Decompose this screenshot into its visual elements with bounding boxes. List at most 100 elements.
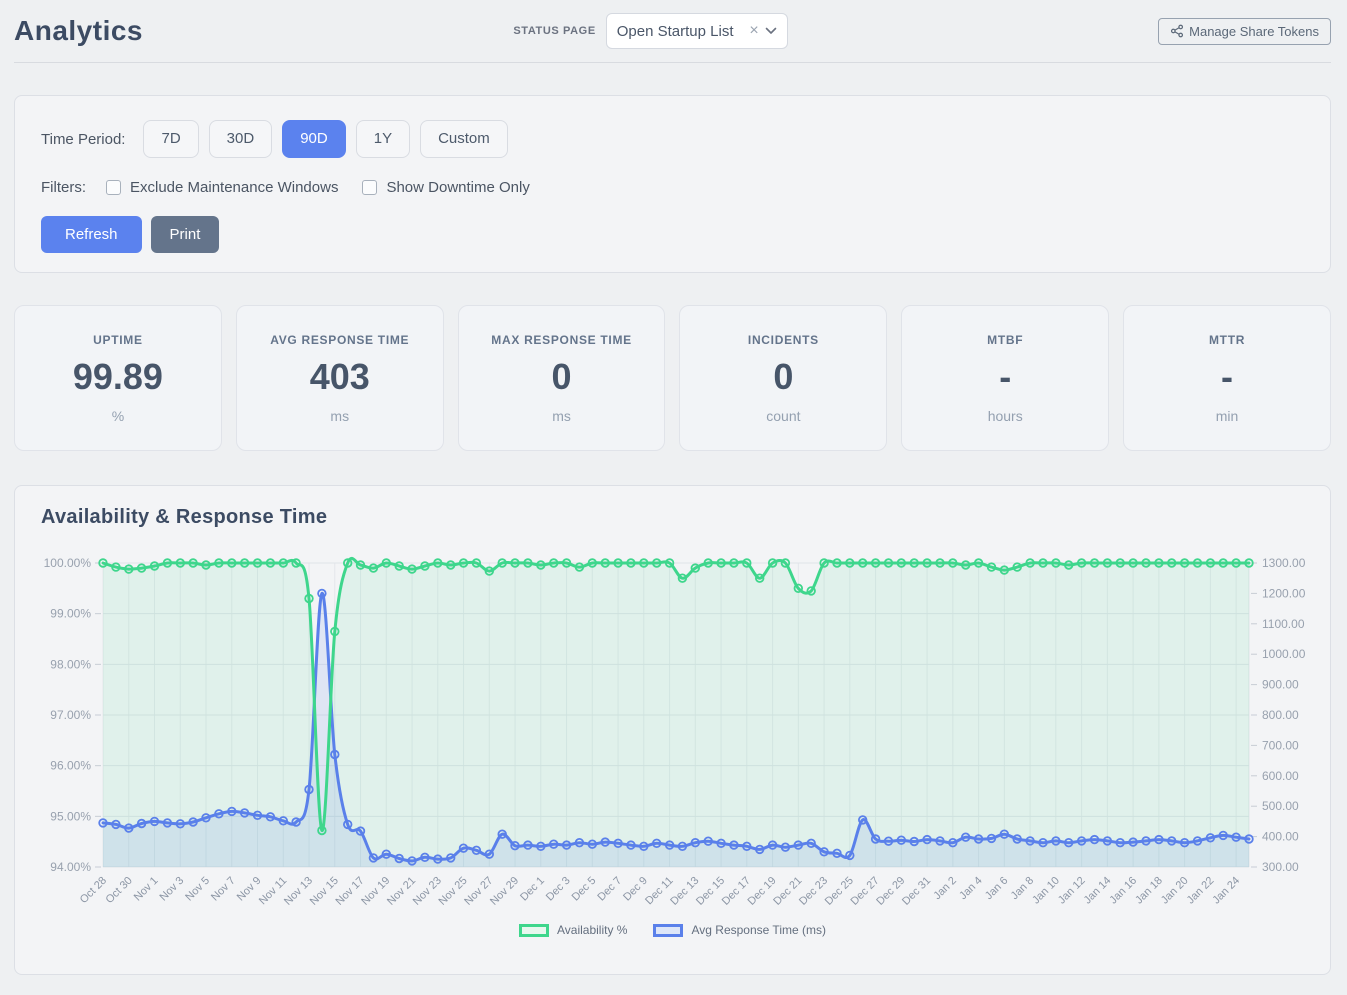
svg-text:96.00%: 96.00% — [50, 759, 91, 773]
svg-text:1000.00: 1000.00 — [1262, 647, 1306, 661]
filters-label: Filters: — [41, 179, 86, 196]
stat-card-value: - — [1221, 356, 1234, 397]
status-page-selected-value: Open Startup List — [616, 22, 734, 40]
stat-card-value: 99.89 — [72, 356, 163, 397]
stat-card-unit: % — [111, 408, 125, 424]
stat-card-label: MTTR — [1208, 333, 1246, 347]
stat-card-label: MAX RESPONSE TIME — [491, 333, 632, 347]
svg-text:Jan 16: Jan 16 — [1107, 875, 1139, 907]
svg-text:98.00%: 98.00% — [50, 657, 91, 671]
stat-card-label: MTBF — [987, 333, 1024, 347]
page-title: Analytics — [14, 15, 143, 46]
filters-row: Filters: Exclude Maintenance Windows Show… — [41, 179, 1304, 196]
svg-text:800.00: 800.00 — [1262, 708, 1299, 722]
checkbox-label: Exclude Maintenance Windows — [130, 179, 339, 196]
stat-card-unit: min — [1215, 408, 1239, 424]
clear-selection-icon[interactable]: × — [749, 22, 759, 39]
stat-card-mtbf: MTBF - hours — [901, 305, 1110, 451]
status-page-label: STATUS PAGE — [513, 25, 596, 37]
main-content: Time Period: 7D 30D 90D 1Y Custom Filters: E… — [0, 95, 1347, 975]
refresh-button[interactable]: Refresh — [41, 216, 142, 253]
series-area-availability — [103, 558, 1249, 867]
checkbox-icon[interactable] — [106, 180, 121, 195]
svg-text:300.00: 300.00 — [1262, 860, 1299, 874]
time-period-label: Time Period: — [41, 130, 126, 148]
analytics-page: Analytics STATUS PAGE Open Startup List … — [0, 0, 1347, 975]
svg-text:Jan 20: Jan 20 — [1159, 875, 1191, 907]
svg-text:Dec 7: Dec 7 — [595, 875, 624, 904]
legend-swatch — [653, 923, 684, 937]
checkbox-label: Show Downtime Only — [386, 179, 530, 196]
svg-text:Nov 29: Nov 29 — [488, 875, 521, 908]
svg-text:Jan 18: Jan 18 — [1133, 875, 1165, 907]
time-period-1y-button[interactable]: 1Y — [355, 120, 411, 158]
stat-card-value: 0 — [773, 356, 794, 397]
svg-text:Jan 12: Jan 12 — [1056, 875, 1088, 907]
svg-text:Jan 14: Jan 14 — [1082, 875, 1114, 907]
time-period-row: Time Period: 7D 30D 90D 1Y Custom — [41, 120, 1304, 158]
svg-text:94.00%: 94.00% — [50, 860, 91, 874]
stat-card-value: 403 — [309, 356, 370, 397]
svg-text:Nov 5: Nov 5 — [183, 875, 212, 904]
stat-card-mttr: MTTR - min — [1123, 305, 1331, 451]
stat-card-unit: ms — [552, 408, 571, 424]
checkbox-show-downtime-only[interactable]: Show Downtime Only — [362, 179, 530, 196]
svg-text:Nov 7: Nov 7 — [209, 875, 238, 904]
svg-text:Jan 10: Jan 10 — [1030, 875, 1062, 907]
stat-card-incidents: INCIDENTS 0 count — [679, 305, 888, 451]
svg-text:500.00: 500.00 — [1262, 799, 1299, 813]
chart-legend: Availability % Avg Response Time (ms) — [15, 923, 1330, 937]
stat-card-max-response-time: MAX RESPONSE TIME 0 ms — [457, 305, 666, 451]
svg-text:97.00%: 97.00% — [50, 708, 91, 722]
svg-text:900.00: 900.00 — [1262, 678, 1299, 692]
svg-text:Nov 1: Nov 1 — [132, 875, 161, 904]
filter-panel: Time Period: 7D 30D 90D 1Y Custom Filters: E… — [14, 95, 1331, 273]
stats-row: UPTIME 99.89% AVG RESPONSE TIME 403 ms MAX RE… — [14, 305, 1331, 451]
time-period-7d-button[interactable]: 7D — [143, 120, 199, 158]
legend-avg-response-time-ms[interactable]: Avg Response Time (ms) — [653, 923, 826, 937]
stat-card-unit: hours — [987, 408, 1023, 424]
svg-text:Jan 24: Jan 24 — [1210, 875, 1242, 907]
svg-text:Oct 28: Oct 28 — [78, 875, 109, 906]
svg-text:1200.00: 1200.00 — [1262, 586, 1306, 600]
svg-text:600.00: 600.00 — [1262, 769, 1299, 783]
stat-card-label: AVG RESPONSE TIME — [270, 333, 410, 347]
svg-text:1300.00: 1300.00 — [1262, 556, 1306, 570]
stat-card-value: 0 — [551, 356, 572, 397]
stat-card-unit: count — [766, 408, 801, 424]
series-line-avg-response-time-ms — [101, 591, 1251, 863]
checkbox-icon[interactable] — [362, 180, 378, 195]
chevron-down-icon — [765, 27, 777, 34]
checkbox-exclude-maintenance-windows[interactable]: Exclude Maintenance Windows — [106, 179, 338, 196]
app-header: Analytics STATUS PAGE Open Startup List … — [14, 0, 1331, 63]
status-page-selector-group: STATUS PAGE Open Startup List × — [513, 13, 788, 49]
svg-text:Jan 4: Jan 4 — [957, 875, 985, 903]
svg-text:Dec 31: Dec 31 — [900, 875, 933, 908]
svg-text:Dec 3: Dec 3 — [544, 875, 573, 904]
chart-title: Availability & Response Time — [41, 506, 328, 528]
share-icon — [1171, 24, 1184, 38]
svg-text:Jan 2: Jan 2 — [931, 875, 959, 903]
legend-swatch — [519, 923, 549, 937]
time-period-90d-button[interactable]: 90D — [282, 120, 346, 158]
svg-text:100.00%: 100.00% — [44, 556, 92, 570]
legend-availability[interactable]: Availability % — [519, 923, 627, 937]
stat-card-avg-response-time: AVG RESPONSE TIME 403 ms — [235, 305, 444, 451]
time-period-custom-button[interactable]: Custom — [420, 120, 508, 158]
svg-text:700.00: 700.00 — [1262, 738, 1299, 752]
stat-card-unit: ms — [330, 408, 350, 424]
svg-text:Jan 22: Jan 22 — [1185, 875, 1217, 907]
stat-card-label: UPTIME — [93, 333, 143, 347]
svg-text:Dec 5: Dec 5 — [570, 875, 599, 904]
legend-label: Avg Response Time (ms) — [691, 923, 826, 937]
stat-card-uptime: UPTIME 99.89% — [14, 305, 222, 451]
actions-row: Refresh Print — [41, 216, 1304, 253]
svg-text:1100.00: 1100.00 — [1262, 617, 1305, 631]
status-page-select[interactable]: Open Startup List × — [605, 13, 788, 49]
svg-text:Jan 6: Jan 6 — [983, 875, 1011, 903]
manage-share-tokens-button[interactable]: Manage Share Tokens — [1158, 17, 1331, 45]
svg-text:95.00%: 95.00% — [50, 809, 91, 823]
time-period-30d-button[interactable]: 30D — [208, 120, 273, 158]
svg-text:Dec 1: Dec 1 — [518, 875, 547, 904]
print-button[interactable]: Print — [150, 216, 220, 253]
